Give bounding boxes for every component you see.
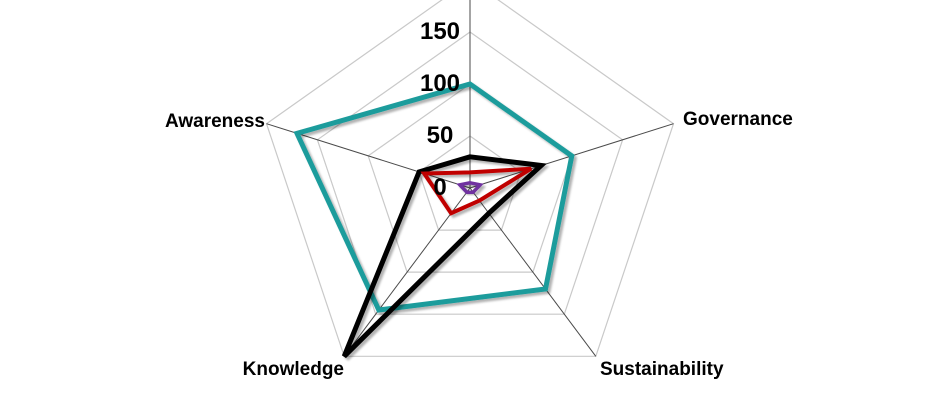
- series-polygon-series-2: [341, 154, 547, 359]
- tick-label-150: 150: [419, 18, 461, 45]
- series-layer: [293, 81, 575, 359]
- grid-ring-200: [265, 0, 675, 357]
- tick-label-50: 50: [426, 122, 454, 149]
- axis-spoke-knowledge: [343, 187, 471, 357]
- axis-label-knowledge: Knowledge: [242, 359, 344, 380]
- tick-label-100: 100: [419, 70, 461, 97]
- series-polygon-series-3: [420, 166, 533, 216]
- axis-label-sustainability: Sustainability: [600, 359, 724, 380]
- series-polygon-series-1: [293, 81, 575, 313]
- tick-label-0: 0: [433, 174, 447, 201]
- axis-spoke-layer: [266, 0, 674, 357]
- axis-spoke-sustainability: [469, 187, 597, 357]
- series-polygon-series-4: [456, 181, 484, 194]
- axis-label-awareness: Awareness: [165, 111, 265, 132]
- axis-label-governance: Governance: [683, 109, 793, 130]
